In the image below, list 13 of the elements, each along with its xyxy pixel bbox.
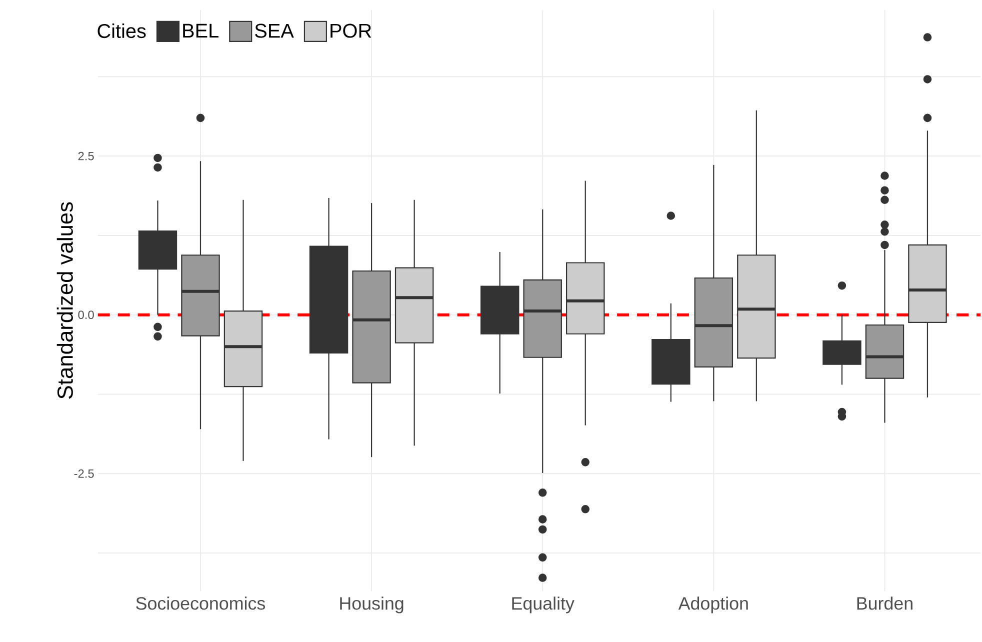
y-tick-label: 0.0 bbox=[78, 310, 94, 320]
y-axis-title: Standardized values bbox=[56, 202, 73, 399]
legend-label: POR bbox=[330, 24, 372, 38]
x-tick-label: Equality bbox=[512, 596, 574, 614]
legend-title: Cities bbox=[98, 23, 146, 38]
y-tick-label: 2.5 bbox=[78, 152, 94, 160]
x-tick-label: Housing bbox=[340, 596, 404, 614]
y-tick-label: -2.5 bbox=[74, 469, 94, 478]
legend-label: BEL bbox=[183, 24, 218, 38]
x-tick-label: Adoption bbox=[678, 596, 748, 614]
legend-label: SEA bbox=[255, 24, 294, 38]
x-tick-label: Burden bbox=[857, 596, 912, 610]
x-tick-label: Socioeconomics bbox=[136, 596, 266, 610]
